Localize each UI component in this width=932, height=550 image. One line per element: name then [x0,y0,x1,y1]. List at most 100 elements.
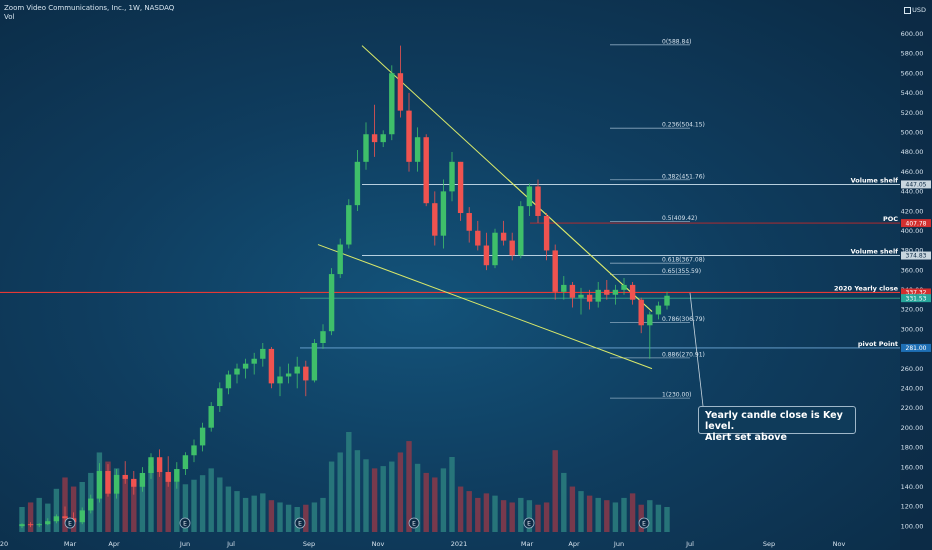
candle-body [440,191,447,236]
fib-label: 0.5(409.42) [662,215,697,222]
candle-body [156,457,163,472]
volume-bar [277,502,283,532]
volume-bar [380,466,386,532]
x-tick-label: Jun [179,540,190,548]
volume-bar [45,503,51,532]
candle-body [586,294,593,302]
candle-body [432,203,438,236]
price-tag [901,343,931,352]
candle-body [371,134,378,143]
x-tick-label: Mar [521,540,534,548]
candle-body [311,343,318,381]
volume-bar [371,468,378,532]
x-tick-label: Nov [372,540,385,548]
candle-body [79,510,85,523]
fib-label: 0.236(504.15) [662,122,705,129]
volume-bar [621,497,627,532]
candle-body [629,284,636,300]
candle-body [62,516,68,519]
volume-bar [552,450,558,532]
y-tick-label: 540.00 [901,89,924,97]
x-tick-label: Sep [763,540,775,548]
candle-body [518,206,524,256]
volume-bar [483,493,490,532]
volume-bar [217,477,223,532]
y-tick-label: 420.00 [901,207,924,215]
x-tick-label: Apr [108,540,120,548]
candle-body [492,232,498,266]
candle-body [655,305,662,315]
candle-body [500,232,507,241]
candle-body [131,478,137,487]
candle-body [509,240,515,256]
volume-bar [595,497,601,532]
earnings-marker-label: E [412,521,416,528]
candle-body [337,244,343,275]
candle-body [303,366,309,381]
earnings-marker-label: E [183,521,187,528]
candle-body [552,250,558,292]
candle-body [27,524,34,526]
symbol-title: Zoom Video Communications, Inc., 1W, NAS… [4,4,175,12]
candle-body [612,289,619,295]
candle-body [664,295,670,306]
volume-bar [251,495,257,532]
volume-bar [260,493,266,532]
price-tag [901,219,931,228]
earnings-marker-label: E [298,521,302,528]
candle-body [165,471,171,482]
earnings-marker-label: E [68,521,72,528]
level-label: Volume shelf [851,248,899,256]
volume-bar [406,441,412,532]
earnings-marker [523,517,535,529]
x-tick-label: Sep [303,540,315,548]
volume-bar [70,486,77,532]
volume-bar [139,477,146,532]
volume-bar [457,486,464,532]
volume-bar [174,482,180,532]
y-tick-label: 200.00 [901,424,924,432]
candle-body [96,471,103,499]
y-tick-label: 320.00 [901,306,924,314]
candle-body [45,521,51,525]
candle-body [217,388,223,407]
candle-body [208,406,214,428]
candle-body [105,471,111,494]
candle-body [483,245,490,266]
price-tag [901,294,931,303]
y-tick-label: 220.00 [901,404,924,412]
volume-bar [285,504,292,532]
volume-bar [354,450,361,532]
candle-body [354,161,361,206]
volume-bar [363,459,369,532]
earnings-marker [638,517,650,529]
volume-bar [629,493,636,532]
volume-bar [440,468,447,532]
volume-bar [664,507,670,532]
x-tick-label: Jul [226,540,235,548]
volume-bar [303,504,309,532]
volume-bar [165,477,171,532]
volume-bar [337,452,343,532]
volume-bar [346,432,352,532]
candle-body [174,469,180,482]
volume-bar [449,457,455,532]
volume-bar [543,502,550,532]
volume-bar [131,479,137,532]
candle-body [535,186,541,216]
candle-body [449,161,455,192]
volume-bar [604,500,610,532]
candle-body [251,358,257,364]
y-tick-label: 560.00 [901,69,924,77]
candle-body [466,213,472,231]
callout-pointer [689,292,704,407]
y-tick-label: 140.00 [901,483,924,491]
x-tick-label: 2021 [451,540,468,548]
y-tick-label: 500.00 [901,128,924,136]
volume-bar [268,500,275,532]
y-tick-label: 520.00 [901,109,924,117]
candle-body [199,427,206,446]
y-tick-label: 480.00 [901,148,924,156]
price-axis-bg [900,0,932,550]
